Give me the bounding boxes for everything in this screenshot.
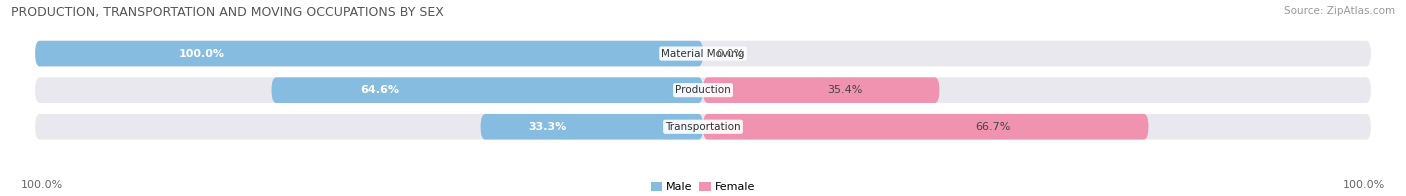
Text: 100.0%: 100.0% bbox=[21, 180, 63, 190]
Text: Material Moving: Material Moving bbox=[661, 49, 745, 59]
FancyBboxPatch shape bbox=[271, 77, 703, 103]
Text: 100.0%: 100.0% bbox=[1343, 180, 1385, 190]
Text: Production: Production bbox=[675, 85, 731, 95]
FancyBboxPatch shape bbox=[35, 114, 1371, 140]
Text: 0.0%: 0.0% bbox=[716, 49, 745, 59]
Text: Source: ZipAtlas.com: Source: ZipAtlas.com bbox=[1284, 6, 1395, 16]
Text: 33.3%: 33.3% bbox=[529, 122, 567, 132]
Text: 100.0%: 100.0% bbox=[179, 49, 225, 59]
FancyBboxPatch shape bbox=[703, 114, 1149, 140]
FancyBboxPatch shape bbox=[481, 114, 703, 140]
Text: 35.4%: 35.4% bbox=[827, 85, 862, 95]
Text: PRODUCTION, TRANSPORTATION AND MOVING OCCUPATIONS BY SEX: PRODUCTION, TRANSPORTATION AND MOVING OC… bbox=[11, 6, 444, 19]
Text: Transportation: Transportation bbox=[665, 122, 741, 132]
Text: 64.6%: 64.6% bbox=[360, 85, 399, 95]
Text: 66.7%: 66.7% bbox=[974, 122, 1011, 132]
Legend: Male, Female: Male, Female bbox=[647, 177, 759, 196]
FancyBboxPatch shape bbox=[35, 77, 1371, 103]
FancyBboxPatch shape bbox=[703, 77, 939, 103]
FancyBboxPatch shape bbox=[35, 41, 1371, 66]
FancyBboxPatch shape bbox=[35, 41, 703, 66]
